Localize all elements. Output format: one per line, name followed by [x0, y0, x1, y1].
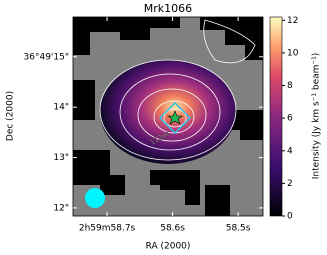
x-tick-label: 58.6s — [160, 224, 185, 234]
colorbar-tick-label: 0 — [287, 212, 293, 222]
y-tick-label: 14" — [53, 103, 69, 113]
frame — [72, 16, 264, 217]
colorbar-tick-label: 4 — [287, 146, 293, 156]
x-tick-label: 58.5s — [226, 224, 251, 234]
y-tick-label: 36°49'15" — [24, 52, 69, 62]
colorbar-label: Intensity (Jy km s⁻¹ beam⁻¹) — [312, 53, 322, 180]
x-tick-label: 2h59m58.7s — [79, 224, 136, 234]
image: 112pc — [73, 17, 263, 216]
colorbar-tick-label: 2 — [287, 179, 293, 189]
x-axis-label: RA (2000) — [146, 242, 191, 252]
colorbar-tick-label: 8 — [287, 81, 293, 91]
y-tick-label: 13" — [53, 153, 69, 163]
colorbar-tick-label: 12 — [287, 16, 298, 26]
y-axis-label: Dec (2000) — [6, 91, 16, 141]
chart-title: Mrk1066 — [144, 2, 192, 15]
colorbar — [269, 16, 283, 217]
colorbar-tick-label: 6 — [287, 114, 293, 124]
colorbar-tick-label: 10 — [287, 48, 299, 58]
y-tick-label: 12" — [53, 203, 69, 213]
